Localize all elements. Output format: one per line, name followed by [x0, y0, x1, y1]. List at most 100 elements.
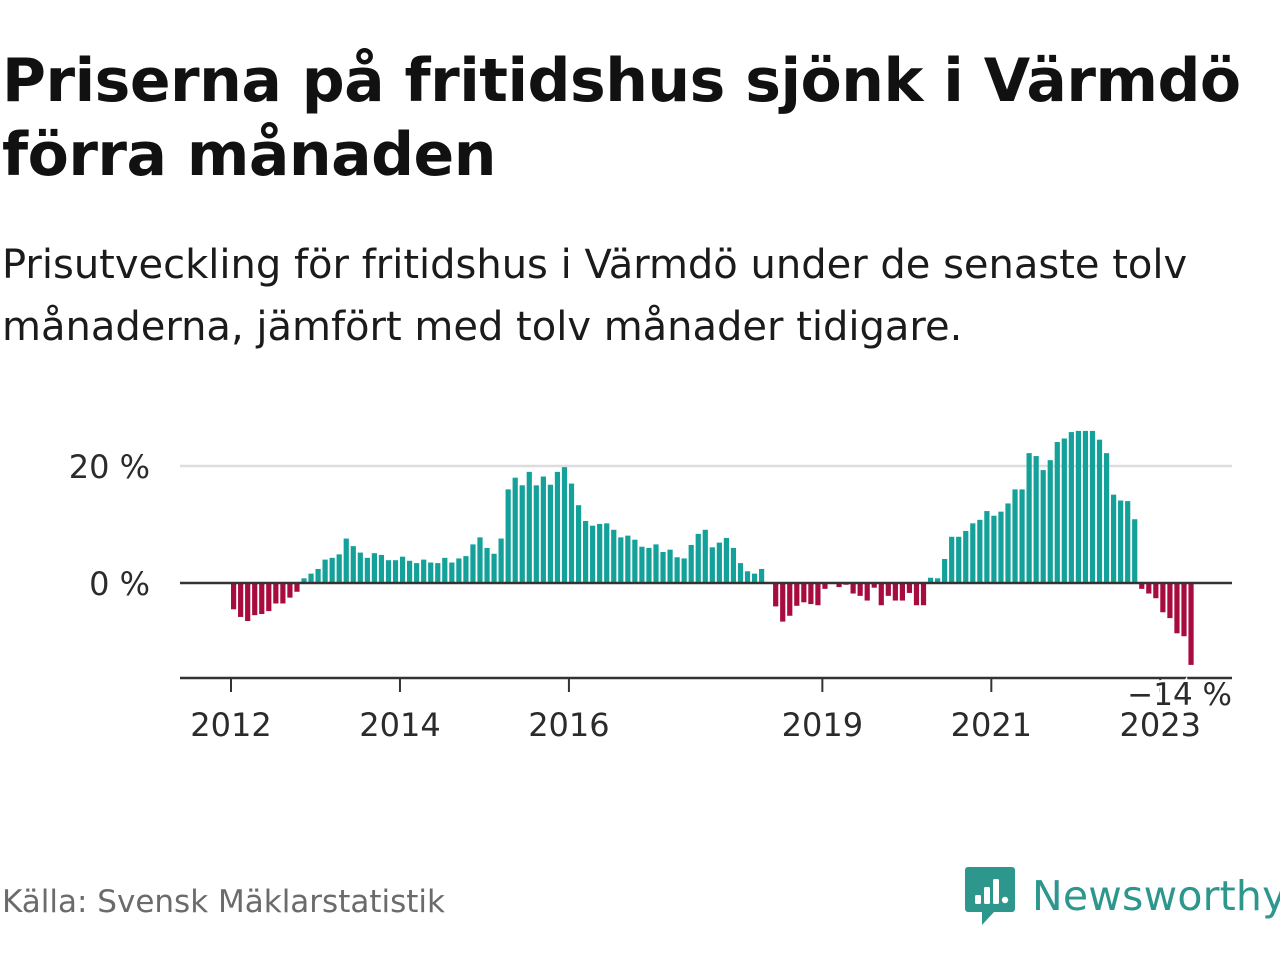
bar — [744, 571, 751, 583]
y-tick-label: 0 % — [89, 565, 150, 603]
bar — [899, 583, 905, 601]
bar — [1047, 460, 1053, 583]
bar — [547, 484, 553, 583]
bar — [773, 583, 779, 607]
bar — [435, 563, 441, 583]
bar — [956, 536, 962, 583]
bar — [456, 558, 462, 583]
bar — [1188, 583, 1194, 665]
bar — [927, 577, 934, 583]
bar — [407, 560, 413, 583]
bar — [1040, 470, 1046, 583]
bar — [998, 511, 1004, 583]
bar — [885, 583, 891, 596]
bar — [913, 583, 920, 606]
last-value-label: −14 % — [1127, 677, 1232, 713]
bar — [984, 511, 990, 583]
bar — [751, 573, 758, 583]
bar — [287, 583, 293, 598]
axis-layer — [180, 581, 1232, 692]
bar — [1005, 503, 1011, 583]
chart-title: Priserna på fritidshus sjönk i Värmdö fö… — [2, 46, 1241, 190]
bar — [935, 578, 941, 583]
bar — [477, 537, 483, 583]
bar — [561, 467, 568, 583]
bar — [568, 483, 575, 583]
bar — [238, 583, 244, 617]
bar — [716, 542, 722, 583]
chart-subtitle: Prisutveckling för fritidshus i Värmdö u… — [2, 242, 1188, 350]
bar — [463, 556, 469, 583]
bar — [590, 525, 596, 583]
bar — [329, 557, 335, 583]
bar — [1103, 453, 1110, 583]
bar — [625, 535, 631, 583]
bar — [1033, 456, 1039, 583]
bar — [442, 557, 448, 583]
bar — [231, 583, 237, 610]
bar — [1061, 438, 1067, 583]
bar — [378, 554, 385, 583]
bar — [533, 485, 539, 583]
bar — [1174, 583, 1180, 634]
bar — [660, 552, 666, 583]
bar — [871, 583, 877, 588]
bar — [1026, 453, 1032, 583]
bar — [385, 560, 392, 583]
bar — [294, 583, 300, 592]
bar — [794, 583, 800, 606]
bar — [1068, 432, 1074, 583]
bar — [1118, 500, 1124, 583]
bar — [470, 544, 476, 583]
bar — [892, 583, 898, 601]
bar — [991, 515, 997, 583]
bar — [1167, 583, 1173, 619]
bar — [505, 489, 511, 583]
bar — [252, 583, 258, 616]
bar — [688, 544, 694, 583]
bar — [526, 471, 532, 583]
bar — [1054, 442, 1060, 583]
bar — [343, 538, 349, 583]
x-tick-label: 2016 — [528, 706, 609, 744]
bar — [273, 583, 279, 604]
bar — [322, 559, 328, 583]
bar — [1125, 501, 1131, 583]
bar — [709, 547, 715, 583]
bar — [421, 559, 427, 583]
bar — [639, 546, 645, 583]
bar — [315, 568, 321, 583]
bar — [1082, 430, 1089, 583]
bar — [1139, 583, 1145, 589]
bar — [857, 583, 863, 596]
bar — [540, 476, 546, 583]
newsworthy-logo[interactable]: Newsworthy — [964, 864, 1280, 928]
bar — [449, 562, 455, 583]
bar — [963, 530, 969, 583]
x-tick-label: 2014 — [359, 706, 440, 744]
source-note: Källa: Svensk Mäklarstatistik — [2, 884, 445, 920]
bar — [1075, 430, 1081, 583]
bar — [1160, 583, 1166, 613]
bar — [357, 552, 363, 583]
bar — [780, 583, 786, 622]
bar — [942, 559, 948, 583]
bar — [1181, 583, 1187, 637]
bar — [906, 583, 913, 593]
newsworthy-logo-text: Newsworthy — [1032, 872, 1280, 920]
bar — [484, 547, 490, 583]
bar — [632, 539, 638, 583]
bar — [1012, 489, 1018, 583]
bar — [583, 520, 589, 583]
bar — [1111, 494, 1117, 583]
bar — [653, 544, 659, 583]
bar — [1153, 583, 1159, 599]
bar — [301, 578, 307, 583]
bar — [695, 533, 701, 583]
y-tick-label: 20 % — [69, 448, 150, 486]
bar — [723, 537, 729, 583]
bar — [350, 546, 356, 583]
bar — [667, 549, 673, 583]
bar — [371, 553, 377, 583]
bar — [759, 568, 765, 583]
